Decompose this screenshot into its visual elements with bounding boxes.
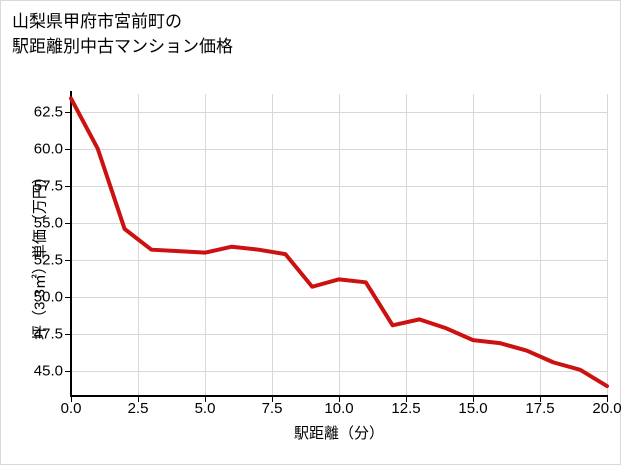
chart-title-line-2: 駅距離別中古マンション価格 xyxy=(12,37,233,56)
y-axis-tick-label: 52.5 xyxy=(33,251,63,269)
x-axis-tick-label: 0.0 xyxy=(60,400,82,417)
x-axis-tick-mark xyxy=(607,397,608,402)
y-axis-tick-label: 60.0 xyxy=(33,140,63,158)
x-axis-tick-mark xyxy=(406,397,407,402)
x-axis-tick-label: 20.0 xyxy=(592,400,621,417)
x-axis-tick-mark xyxy=(272,397,273,402)
price-line-chart xyxy=(69,96,609,389)
x-axis-tick-mark xyxy=(473,397,474,402)
x-axis-tick-label: 7.5 xyxy=(261,400,283,417)
price-series-line xyxy=(69,96,609,389)
x-axis-label: 駅距離（分） xyxy=(293,425,384,442)
y-axis-spine xyxy=(70,91,72,397)
x-axis-spine xyxy=(70,395,608,397)
y-axis-tick-label: 62.5 xyxy=(33,103,63,121)
y-axis-tick-mark xyxy=(65,148,70,150)
x-axis-tick-mark xyxy=(205,397,206,402)
y-axis-tick-mark xyxy=(65,185,70,187)
x-axis-tick-label: 5.0 xyxy=(194,400,216,417)
y-axis-tick-label: 57.5 xyxy=(33,177,63,195)
x-axis-tick-mark xyxy=(339,397,340,402)
y-axis-tick-label: 45.0 xyxy=(33,362,63,380)
x-axis-tick-label: 17.5 xyxy=(525,400,555,417)
x-axis-tick-mark xyxy=(540,397,541,402)
x-axis-tick-label: 12.5 xyxy=(391,400,421,417)
x-axis-tick-mark xyxy=(71,397,72,402)
y-axis-tick-label: 50.0 xyxy=(33,288,63,306)
y-axis-tick-mark xyxy=(65,334,70,336)
y-axis-tick-mark xyxy=(65,223,70,224)
plot-area xyxy=(71,94,608,395)
gridline-vertical xyxy=(607,94,608,395)
chart-title-line-1: 山梨県甲府市宮前町の xyxy=(12,12,182,31)
x-axis-tick-label: 15.0 xyxy=(458,400,488,417)
gridline-vertical xyxy=(406,94,407,395)
gridline-vertical xyxy=(138,94,139,395)
chart-title: 山梨県甲府市宮前町の駅距離別中古マンション価格 xyxy=(12,9,233,59)
y-axis-tick-mark xyxy=(65,260,70,262)
gridline-vertical xyxy=(473,94,474,395)
y-axis-tick-mark xyxy=(65,371,70,373)
gridline-vertical xyxy=(272,94,273,395)
y-axis-tick-label: 47.5 xyxy=(33,325,63,343)
x-axis-tick-label: 2.5 xyxy=(127,400,149,417)
x-axis-tick-mark xyxy=(138,397,139,402)
y-axis-tick-mark xyxy=(65,297,70,299)
gridline-vertical xyxy=(205,94,206,395)
gridline-vertical xyxy=(540,94,541,395)
gridline-vertical xyxy=(339,94,340,395)
y-axis-tick-label: 55.0 xyxy=(33,214,63,232)
y-axis-tick-mark xyxy=(65,111,70,113)
x-axis-tick-label: 10.0 xyxy=(324,400,354,417)
y-axis-label: 坪（3.3㎡）単価（万円） xyxy=(31,169,49,340)
